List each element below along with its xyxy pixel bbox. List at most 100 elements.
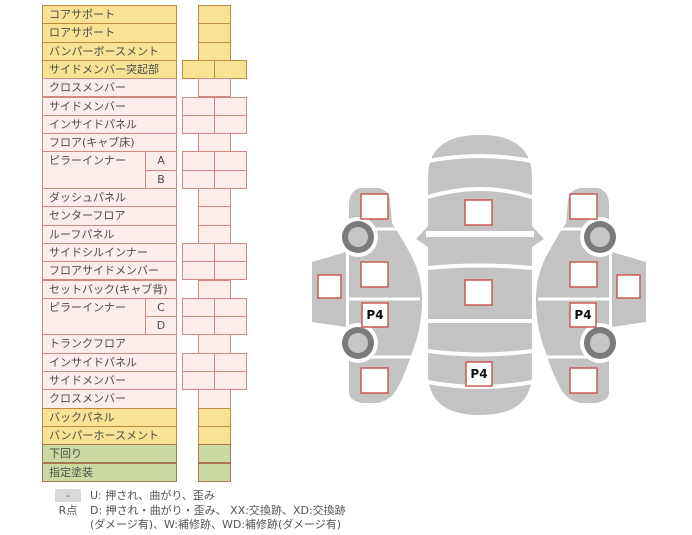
- left-mirror: [416, 226, 428, 247]
- row-label-15: セットバック(キャブ背): [42, 279, 177, 299]
- legend-u-text: U: 押され、曲がり、歪み: [90, 489, 215, 502]
- row-label-19: インサイドパネル: [42, 352, 177, 372]
- right-p4-label: P4: [574, 308, 591, 322]
- damage-cell[interactable]: [182, 151, 215, 171]
- damage-cell[interactable]: [198, 41, 231, 61]
- damage-cell[interactable]: [198, 5, 231, 25]
- roof-checkbox[interactable]: [464, 279, 493, 306]
- damage-cell[interactable]: [198, 188, 231, 208]
- damage-cell[interactable]: [214, 352, 247, 372]
- damage-cell[interactable]: [198, 224, 231, 244]
- cut-bumper-hood: [427, 154, 533, 163]
- damage-cell[interactable]: [198, 389, 231, 409]
- damage-cell[interactable]: [182, 169, 215, 189]
- row-sublabel-D: D: [145, 316, 177, 336]
- row-label-6: インサイドパネル: [42, 114, 177, 135]
- legend: - U: 押され、曲がり、歪み R点 D: 押され・曲がり・歪み、 XX:交換跡、X…: [55, 489, 346, 533]
- damage-cell[interactable]: [198, 206, 231, 226]
- damage-cell[interactable]: [182, 316, 215, 336]
- damage-cell[interactable]: [182, 261, 215, 281]
- legend-line-cont: (ダメージ有)、W:補修跡、WD:補修跡(ダメージ有): [90, 518, 342, 531]
- row-label-22: バックパネル: [42, 407, 177, 427]
- row-label-5: サイドメンバー: [42, 96, 177, 116]
- right-rear-quarter-checkbox[interactable]: [569, 367, 598, 394]
- damage-cell[interactable]: [182, 297, 215, 318]
- damage-cell[interactable]: [182, 114, 215, 135]
- legend-line-r: R点 D: 押され・曲がり・歪み、 XX:交換跡、XD:交換跡: [55, 504, 346, 519]
- left-p4-label: P4: [366, 308, 383, 322]
- damage-cell[interactable]: [198, 462, 231, 482]
- row-label-12: ルーフパネル: [42, 224, 177, 244]
- damage-cell[interactable]: [214, 261, 247, 281]
- row-label-4: クロスメンバー: [42, 78, 177, 98]
- right-mirror: [532, 226, 544, 247]
- damage-cell[interactable]: [214, 242, 247, 263]
- damage-cell[interactable]: [214, 96, 247, 116]
- right-front-fender-checkbox[interactable]: [569, 193, 598, 220]
- damage-cell[interactable]: [182, 96, 215, 116]
- damage-cell[interactable]: [198, 334, 231, 354]
- row-label-11: センターフロア: [42, 206, 177, 226]
- damage-cell[interactable]: [214, 371, 247, 391]
- legend-dash-badge: -: [55, 489, 81, 502]
- damage-cell[interactable]: [198, 23, 231, 43]
- left-rear-quarter-checkbox[interactable]: [360, 367, 389, 394]
- right-front-wheel: [580, 217, 620, 257]
- cut-trunk-bumper: [427, 380, 533, 389]
- row-label-20: サイドメンバー: [42, 371, 177, 391]
- row-label-23: バンパーホースメント: [42, 425, 177, 446]
- trunk-marker[interactable]: P4: [465, 361, 493, 387]
- row-label-7: フロア(キャブ床): [42, 133, 177, 153]
- row-label-2: バンパーボースメント: [42, 41, 177, 61]
- damage-cell[interactable]: [198, 407, 231, 427]
- cut-hood: [427, 187, 533, 199]
- damage-cell[interactable]: [182, 59, 215, 80]
- row-label-25: 指定塗装: [42, 462, 177, 482]
- damage-cell[interactable]: [182, 371, 215, 391]
- top-view-body: [428, 135, 532, 415]
- right-side-view: P4: [535, 188, 646, 403]
- right-rocker-checkbox[interactable]: [616, 274, 641, 299]
- damage-cell[interactable]: [198, 425, 231, 446]
- row-label-1: ロアサポート: [42, 23, 177, 43]
- right-front-door-checkbox[interactable]: [569, 261, 598, 288]
- row-label-3: サイドメンバー突起部: [42, 59, 177, 80]
- left-front-fender-checkbox[interactable]: [360, 193, 389, 220]
- damage-cell[interactable]: [198, 133, 231, 153]
- trunk-p4-label: P4: [470, 367, 487, 381]
- damage-cell[interactable]: [214, 151, 247, 171]
- damage-cell[interactable]: [182, 352, 215, 372]
- left-rocker-checkbox[interactable]: [317, 274, 342, 299]
- damage-cell[interactable]: [214, 316, 247, 336]
- damage-cell[interactable]: [198, 279, 231, 299]
- left-rear-door-marker[interactable]: P4: [361, 302, 389, 328]
- left-front-wheel: [338, 217, 378, 257]
- legend-d-text: D: 押され・曲がり・歪み、 XX:交換跡、XD:交換跡: [90, 503, 346, 517]
- row-sublabel-C: C: [145, 297, 177, 318]
- damage-cell[interactable]: [214, 169, 247, 189]
- left-front-door-checkbox[interactable]: [360, 261, 389, 288]
- row-label-21: クロスメンバー: [42, 389, 177, 409]
- row-label-10: ダッシュパネル: [42, 188, 177, 208]
- car-damage-diagram: P4 P4: [312, 135, 646, 415]
- row-label-8: ピラーインナー: [42, 151, 146, 189]
- row-sublabel-A: A: [145, 151, 177, 171]
- cut-windshield-roof: [427, 263, 533, 270]
- row-label-13: サイドシルインナー: [42, 242, 177, 263]
- damage-cell[interactable]: [214, 297, 247, 318]
- legend-r-label: R点: [58, 503, 78, 517]
- row-sublabel-B: B: [145, 169, 177, 189]
- row-label-24: 下回り: [42, 444, 177, 464]
- right-rear-door-marker[interactable]: P4: [569, 302, 597, 328]
- hood-checkbox[interactable]: [464, 199, 493, 226]
- damage-cell[interactable]: [214, 59, 247, 80]
- damage-cell[interactable]: [182, 242, 215, 263]
- cut-rearwindow-trunk: [427, 349, 533, 357]
- damage-cell[interactable]: [198, 78, 231, 98]
- row-label-16: ピラーインナー: [42, 297, 146, 336]
- row-label-0: コアサポート: [42, 5, 177, 25]
- top-view: P4: [416, 135, 544, 415]
- legend-line-u: - U: 押され、曲がり、歪み: [55, 489, 346, 504]
- damage-cell[interactable]: [214, 114, 247, 135]
- damage-cell[interactable]: [198, 444, 231, 464]
